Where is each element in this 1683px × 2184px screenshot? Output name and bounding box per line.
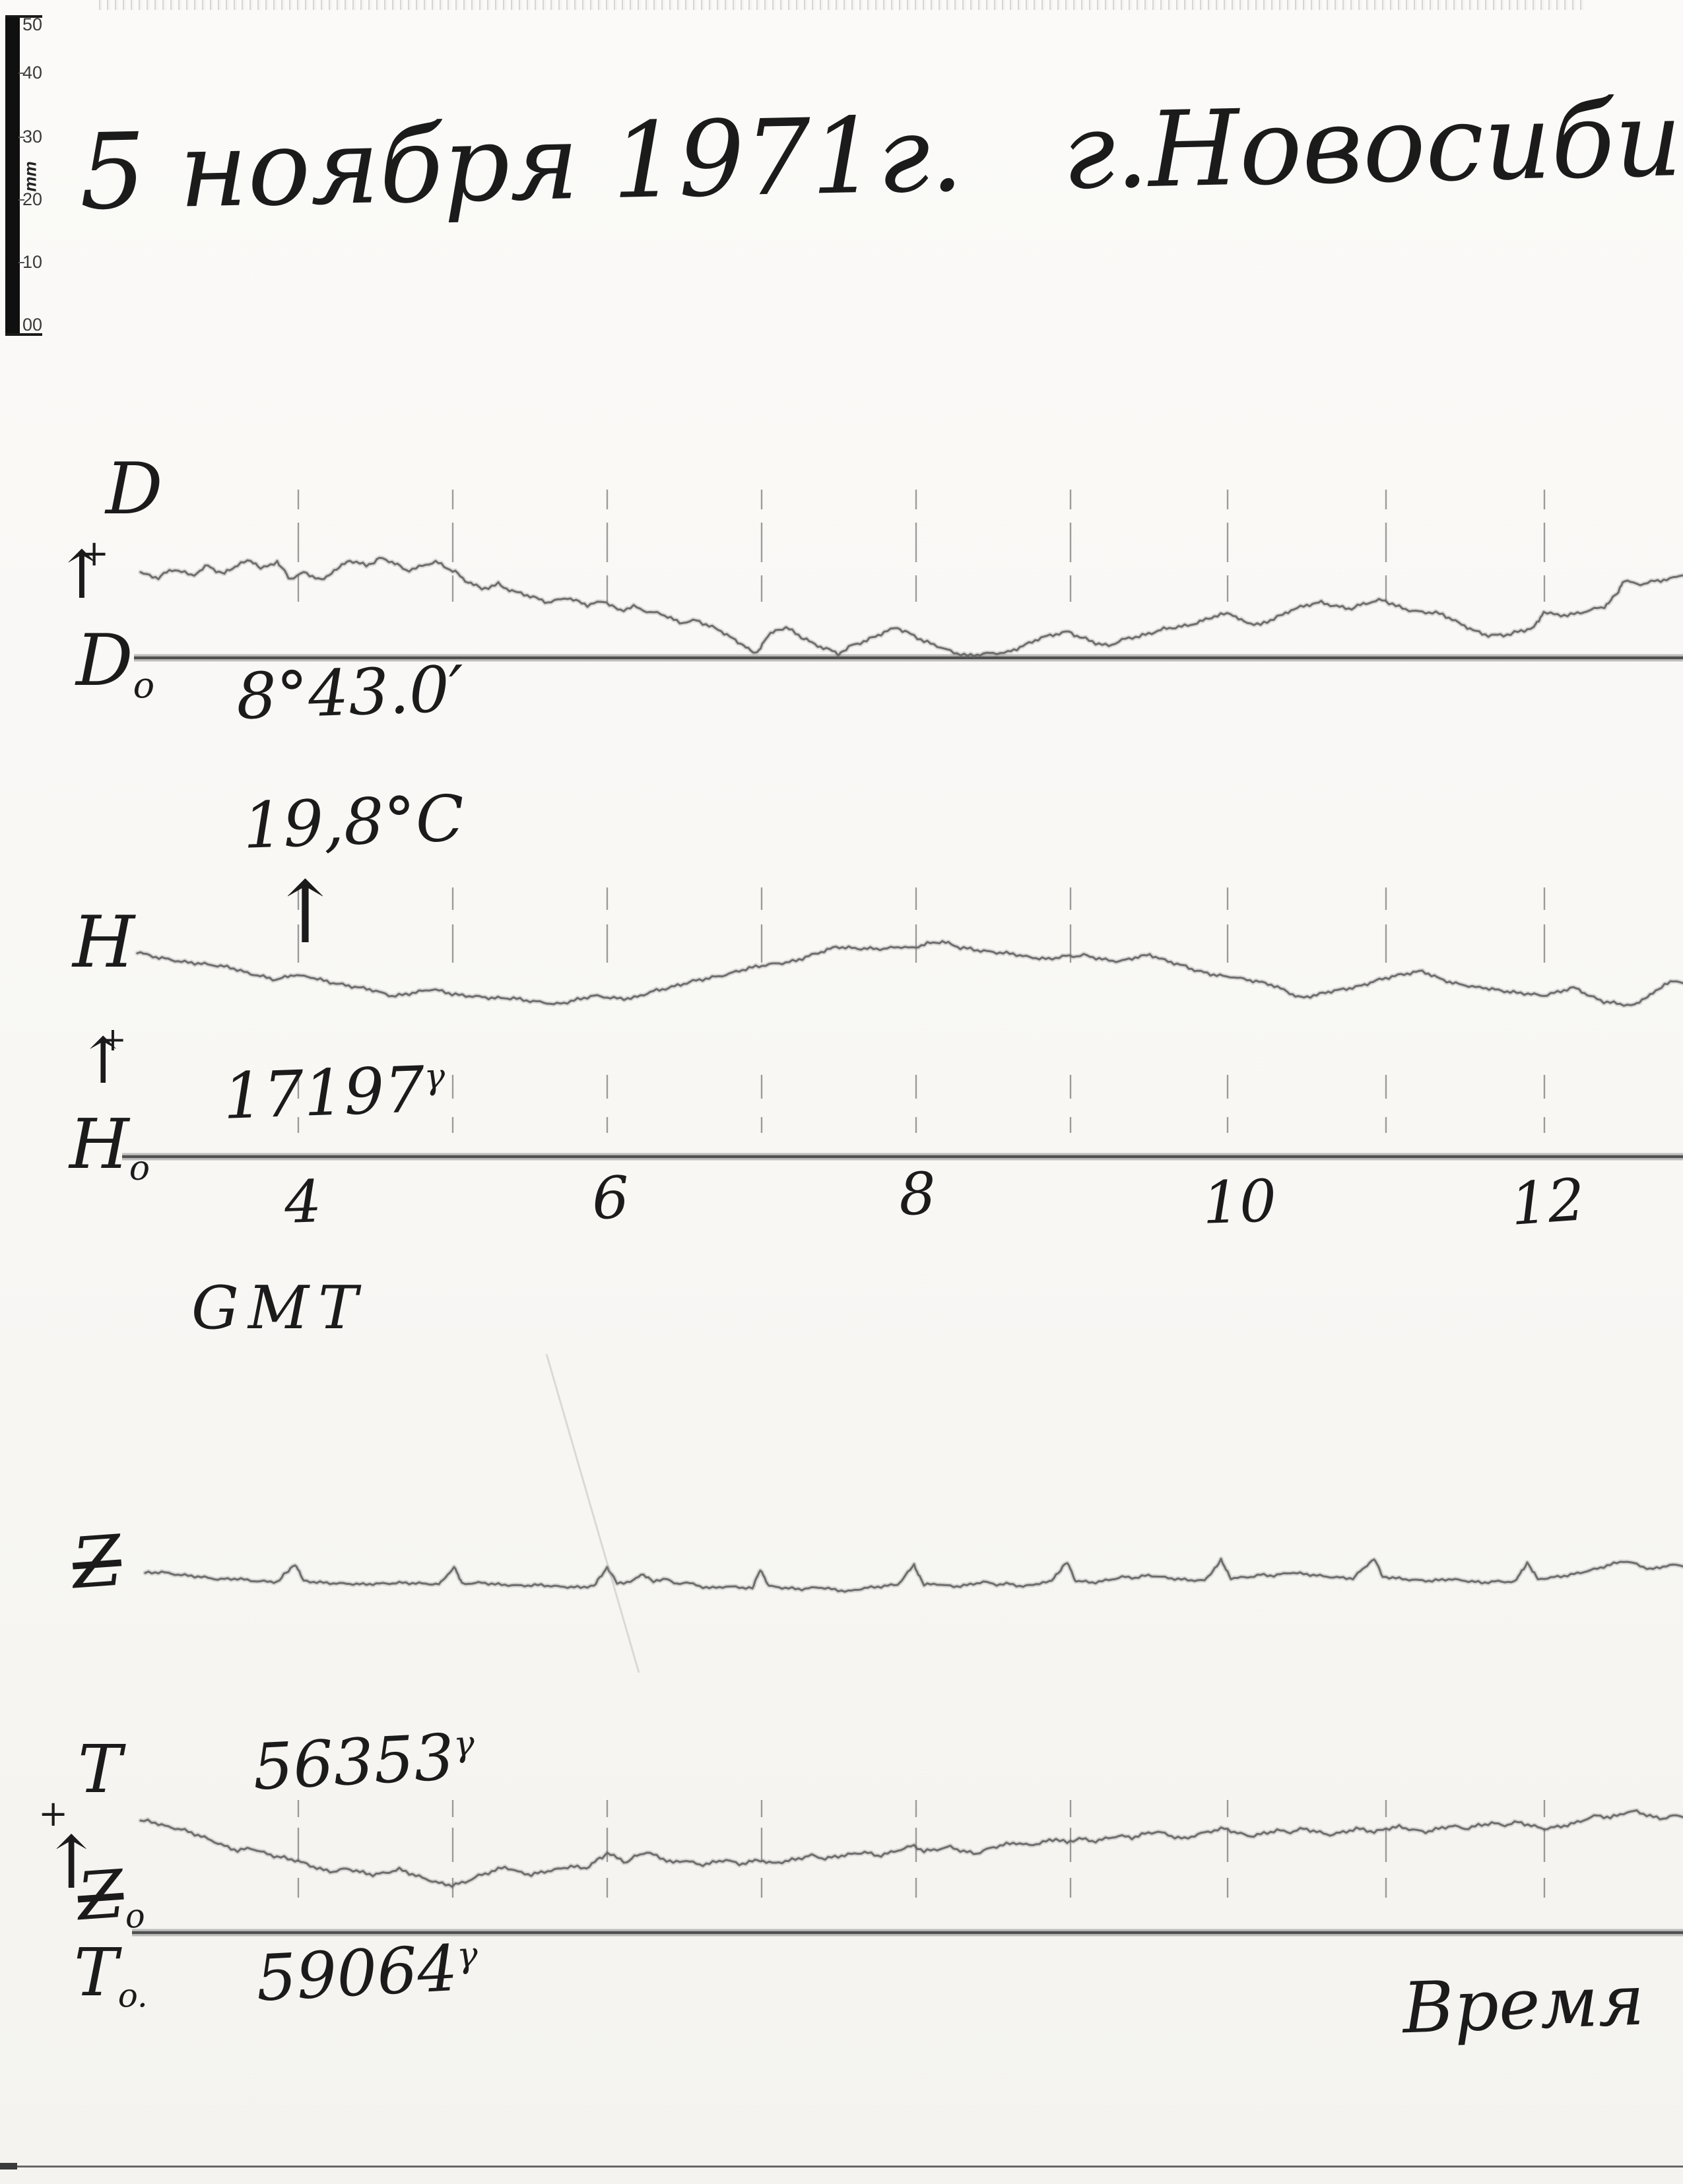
t-value-group: 56353γ <box>251 1720 477 1805</box>
t-plus-sign: + <box>38 1793 69 1834</box>
t-baseline-subscript: o. <box>117 1976 148 2015</box>
ruler-bar <box>5 17 20 335</box>
h-baseline-letter: H <box>69 1104 129 1184</box>
time-tick-label-10: 10 <box>1201 1167 1278 1237</box>
t0-value: 59064 <box>254 1931 460 2016</box>
h-value-gamma: γ <box>423 1056 446 1097</box>
trace-Z <box>144 1557 1683 1593</box>
trace-halo-D <box>138 555 1683 659</box>
t-positive-arrow-icon: ↑ <box>41 1820 102 1905</box>
h-baseline-subscript: o <box>129 1149 150 1189</box>
ruler-label-50: 50 <box>22 15 43 34</box>
h-trace-label: H <box>73 901 135 984</box>
scan-edge-noise <box>99 0 1584 10</box>
temperature-value: 19,8°C <box>242 781 466 863</box>
t0-value-group: 59064γ <box>254 1931 480 2016</box>
trace-halo-H <box>135 938 1683 1009</box>
z-letter: Z <box>69 1520 124 1605</box>
t-value-gamma: γ <box>452 1723 476 1765</box>
time-caption: Время <box>1401 1959 1646 2049</box>
ruler-label-40: 40 <box>22 63 43 82</box>
trace-D <box>139 556 1683 658</box>
time-tick-label-6: 6 <box>591 1163 630 1233</box>
h-baseline-value: 17197γ <box>222 1052 446 1134</box>
h-baseline-label: Ho <box>69 1110 150 1186</box>
scan-scratch <box>545 1353 640 1673</box>
ruler-label-00: 00 <box>22 315 43 335</box>
declination-baseline-value: 8°43.0′ <box>235 652 465 734</box>
time-axis-caption: GMT <box>191 1273 368 1343</box>
z-trace-label: Z <box>70 1520 124 1605</box>
temperature-arrow-icon: ↑ <box>269 862 341 963</box>
ruler-bottom-bracket <box>5 333 42 336</box>
t-baseline-label: To. <box>74 1940 148 2012</box>
t-baseline-letter: T <box>74 1934 118 2011</box>
ruler-label-30: 30 <box>22 127 43 146</box>
ruler-top-bracket <box>5 15 42 18</box>
ruler-tick <box>18 73 24 74</box>
h-value: 17197 <box>222 1052 426 1134</box>
h-positive-arrow-icon: ↑ <box>77 1024 130 1098</box>
z-baseline-letter: Z <box>75 1855 127 1936</box>
ruler-label-20: 20 <box>22 189 43 209</box>
t0-value-gamma: γ <box>455 1934 479 1976</box>
d-baseline-subscript: o <box>133 664 155 706</box>
d-plus-sign: + <box>79 532 110 574</box>
trace-T <box>139 1809 1683 1888</box>
d-baseline-label: Do <box>76 626 154 703</box>
ruler-tick <box>18 199 24 201</box>
z-baseline-subscript: o <box>123 1896 147 1936</box>
z-baseline-label: Zo <box>75 1855 147 1937</box>
h-plus-sign: + <box>99 1020 127 1058</box>
d-trace-label: D <box>106 448 163 530</box>
scan-bottom-edge-wedge <box>0 2163 17 2169</box>
trace-H <box>136 940 1683 1007</box>
d-baseline-letter: D <box>76 620 133 702</box>
time-tick-label-4: 4 <box>283 1167 323 1237</box>
ruler-tick <box>18 262 24 263</box>
ruler-label-10: 10 <box>22 252 43 272</box>
scan-bottom-edge <box>0 2166 1683 2168</box>
time-tick-label-12: 12 <box>1508 1165 1587 1238</box>
time-tick-label-8: 8 <box>898 1159 937 1229</box>
d-positive-arrow-icon: ↑ <box>54 536 110 614</box>
ruler-tick <box>18 137 24 138</box>
t-trace-label: T <box>78 1731 122 1808</box>
t-value: 56353 <box>251 1719 457 1805</box>
ruler-unit-label: mm <box>20 161 40 192</box>
